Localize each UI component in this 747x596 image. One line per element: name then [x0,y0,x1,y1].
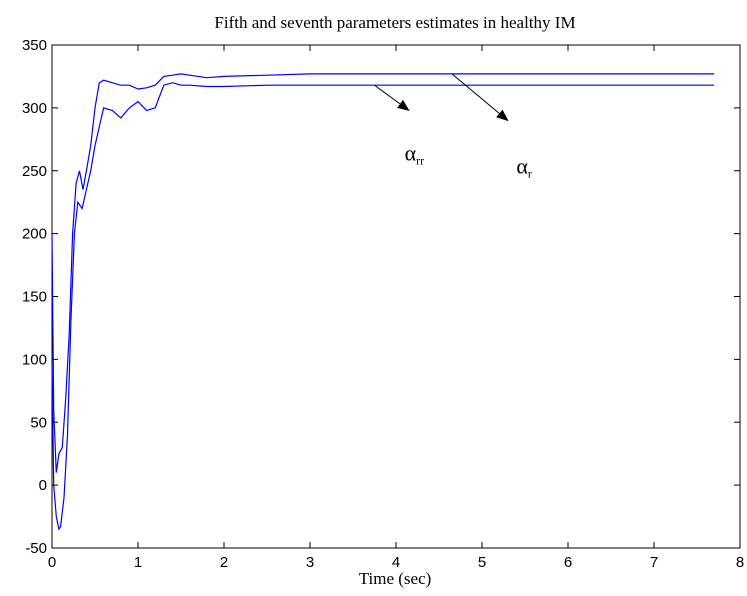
x-tick-label: 5 [478,554,486,571]
x-tick-label: 1 [134,554,142,571]
y-tick-label: 0 [39,477,47,494]
annotation-layer: αrr αr [374,73,532,180]
y-tick-label: 200 [22,226,47,243]
y-tick-label: -50 [25,540,47,557]
series-layer [51,73,715,531]
x-tick-label: 4 [392,554,400,571]
series-line-1 [51,73,715,473]
x-tick-label: 8 [736,554,744,571]
y-tick-label: 100 [22,351,47,368]
annotation-subscript: r [528,166,532,180]
y-tick-label: 150 [22,289,47,306]
x-tick-label: 2 [220,554,228,571]
annotation-symbol: α [516,153,528,178]
annotation-arrow-1 [374,84,410,111]
chart-title: Fifth and seventh parameters estimates i… [214,13,575,32]
series-line-2 [51,82,715,531]
x-tick-label: 3 [306,554,314,571]
y-tick-label: 50 [30,414,47,431]
x-axis-label: Time (sec) [359,569,432,588]
x-tick-label: 6 [564,554,572,571]
plot-frame [51,44,741,549]
y-tick-label: 350 [22,37,47,54]
x-tick-label: 0 [48,554,56,571]
annotation-symbol: α [405,141,417,166]
annotation-label-1: αrr [405,141,425,168]
annotation-arrow-2 [451,73,509,122]
x-tick-label: 7 [650,554,658,571]
annotation-label-2: αr [516,153,532,180]
y-tick-label: 250 [22,163,47,180]
annotation-subscript: rr [416,154,424,168]
y-tick-label: 300 [22,100,47,117]
